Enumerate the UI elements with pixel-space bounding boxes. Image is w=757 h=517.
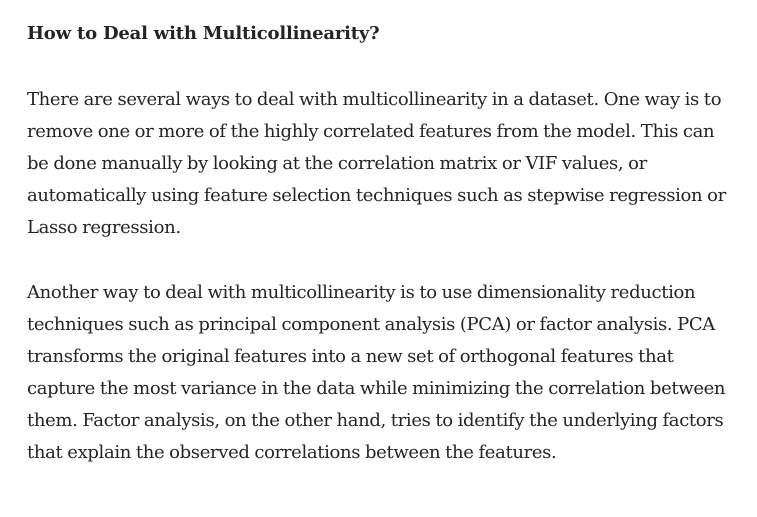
article-body: How to Deal with Multicollinearity? Ther… xyxy=(27,20,732,469)
paragraph-dimensionality-reduction: Another way to deal with multicollineari… xyxy=(27,282,726,463)
paragraph-remove-features: There are several ways to deal with mult… xyxy=(27,89,726,238)
section-heading: How to Deal with Multicollinearity? xyxy=(27,23,380,44)
